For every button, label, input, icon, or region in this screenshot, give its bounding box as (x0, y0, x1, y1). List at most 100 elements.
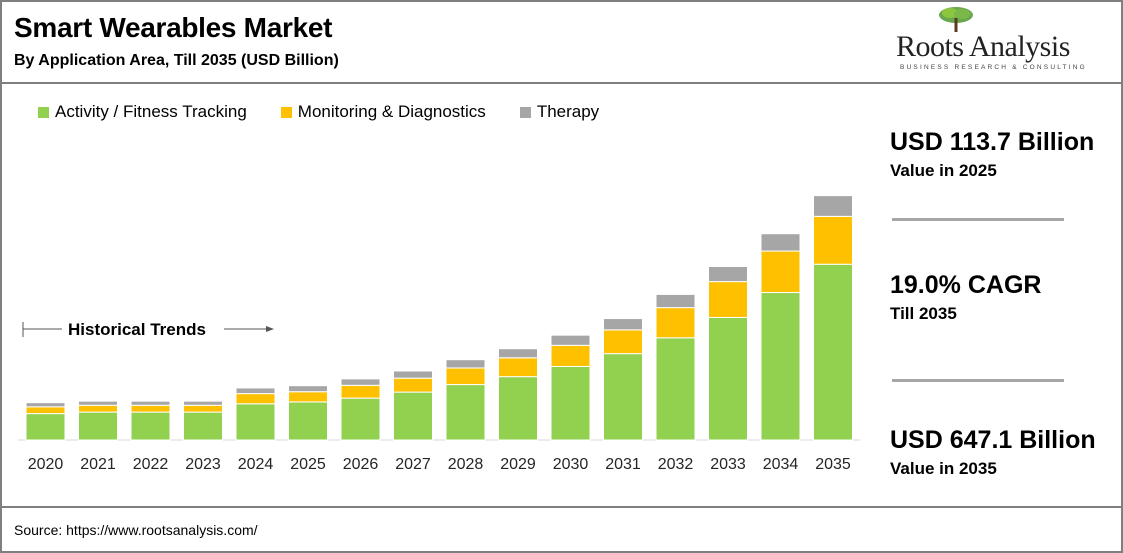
x-tick-label-2032: 2032 (658, 456, 694, 473)
bar-activity-2025 (288, 401, 328, 441)
stat-divider-2 (892, 379, 1064, 382)
bar-activity-2029 (498, 376, 538, 441)
bar-monitoring-2025 (288, 391, 328, 403)
bar-activity-2030 (550, 365, 591, 441)
page-subtitle: By Application Area, Till 2035 (USD Bill… (14, 52, 339, 69)
bar-therapy-2026 (340, 378, 381, 386)
x-tick-label-2034: 2034 (763, 456, 799, 473)
bar-monitoring-2031 (603, 329, 643, 355)
bar-therapy-2021 (78, 400, 118, 406)
bar-monitoring-2033 (708, 281, 748, 318)
bar-activity-2024 (235, 403, 276, 441)
x-tick-label-2024: 2024 (238, 456, 274, 473)
bar-monitoring-2026 (340, 384, 381, 399)
bar-therapy-2035 (813, 195, 853, 217)
stat-value-2035-amount: USD 647.1 Billion (890, 426, 1096, 454)
x-tick-label-2021: 2021 (80, 456, 116, 473)
bars-group (25, 195, 853, 441)
legend-item-activity: Activity / Fitness Tracking (38, 102, 247, 122)
bar-activity-2032 (655, 337, 696, 441)
bar-monitoring-2028 (445, 367, 486, 386)
roots-analysis-logo: Roots Analysis BUSINESS RESEARCH & CONSU… (888, 6, 1110, 76)
x-tick-label-2023: 2023 (185, 456, 221, 473)
legend-item-monitoring: Monitoring & Diagnostics (280, 102, 486, 122)
bar-activity-2035 (813, 263, 853, 441)
bar-activity-2020 (25, 413, 66, 441)
stat-divider-1 (892, 218, 1064, 221)
x-tick-label-2022: 2022 (133, 456, 169, 473)
legend-swatch-monitoring (280, 106, 292, 118)
bar-therapy-2025 (288, 385, 328, 393)
x-tick-label-2030: 2030 (553, 456, 589, 473)
x-tick-labels: 2020 2021 2022 2023 2024 2025 2026 2027 2028 2029… (28, 456, 851, 473)
chart-legend: Activity / Fitness Tracking Monitoring &… (38, 102, 633, 122)
bar-therapy-2029 (498, 348, 538, 359)
bar-monitoring-2021 (78, 404, 118, 413)
bar-therapy-2033 (708, 266, 748, 283)
x-tick-label-2025: 2025 (290, 456, 326, 473)
header-divider (2, 82, 1121, 84)
x-tick-label-2026: 2026 (343, 456, 379, 473)
stat-cagr: 19.0% CAGR Till 2035 (890, 271, 1041, 324)
bar-therapy-2020 (25, 402, 66, 408)
x-tick-label-2035: 2035 (815, 456, 851, 473)
bar-therapy-2034 (760, 233, 801, 252)
x-tick-label-2027: 2027 (395, 456, 431, 473)
source-note: Source: https://www.rootsanalysis.com/ (14, 522, 258, 538)
legend-label-therapy: Therapy (536, 102, 600, 121)
bar-monitoring-2034 (760, 250, 801, 294)
bar-activity-2027 (393, 391, 433, 441)
legend-swatch-therapy (519, 106, 531, 118)
bar-monitoring-2029 (498, 357, 538, 378)
bar-monitoring-2022 (130, 404, 171, 413)
bar-monitoring-2027 (393, 377, 433, 393)
bar-activity-2031 (603, 353, 643, 441)
bar-activity-2022 (130, 411, 171, 441)
bar-activity-2021 (78, 411, 118, 441)
bar-monitoring-2024 (235, 393, 276, 405)
bar-activity-2023 (183, 411, 223, 441)
x-tick-label-2031: 2031 (605, 456, 641, 473)
page-title: Smart Wearables Market (14, 12, 333, 43)
bar-therapy-2024 (235, 387, 276, 395)
bar-therapy-2023 (183, 400, 223, 406)
bar-monitoring-2035 (813, 215, 853, 265)
stat-cagr-value: 19.0% CAGR (890, 271, 1042, 299)
bar-therapy-2028 (445, 359, 486, 369)
legend-label-activity: Activity / Fitness Tracking (55, 102, 247, 121)
stat-cagr-label: Till 2035 (890, 304, 957, 323)
bar-therapy-2027 (393, 370, 433, 379)
footer-divider (2, 506, 1121, 508)
bar-monitoring-2030 (550, 344, 591, 367)
bar-activity-2034 (760, 292, 801, 441)
bar-monitoring-2020 (25, 406, 66, 415)
stat-value-2035-label: Value in 2035 (890, 459, 997, 478)
logo-tagline: BUSINESS RESEARCH & CONSULTING (900, 64, 1087, 71)
bar-activity-2028 (445, 384, 486, 441)
bar-activity-2033 (708, 316, 748, 441)
bar-therapy-2031 (603, 318, 643, 331)
bar-therapy-2032 (655, 293, 696, 309)
stat-value-2025-amount: USD 113.7 Billion (890, 128, 1095, 156)
stat-value-2025: USD 113.7 Billion Value in 2025 (890, 128, 1094, 181)
x-tick-label-2028: 2028 (448, 456, 484, 473)
legend-label-monitoring: Monitoring & Diagnostics (297, 102, 486, 121)
x-tick-label-2029: 2029 (500, 456, 536, 473)
stat-value-2025-label: Value in 2025 (890, 161, 997, 180)
bar-therapy-2030 (550, 334, 591, 346)
legend-item-therapy: Therapy (519, 102, 600, 122)
bar-therapy-2022 (130, 400, 171, 406)
bar-activity-2026 (340, 397, 381, 441)
bar-monitoring-2023 (183, 404, 223, 413)
bar-monitoring-2032 (655, 307, 696, 339)
tree-icon (939, 7, 973, 32)
stat-value-2035: USD 647.1 Billion Value in 2035 (890, 426, 1096, 479)
logo-name: Roots Analysis (896, 30, 1070, 63)
legend-swatch-activity (38, 106, 49, 118)
x-tick-label-2020: 2020 (28, 456, 64, 473)
historical-arrow-icon (266, 326, 274, 332)
x-tick-label-2033: 2033 (710, 456, 746, 473)
historical-trends-label: Historical Trends (68, 320, 206, 339)
